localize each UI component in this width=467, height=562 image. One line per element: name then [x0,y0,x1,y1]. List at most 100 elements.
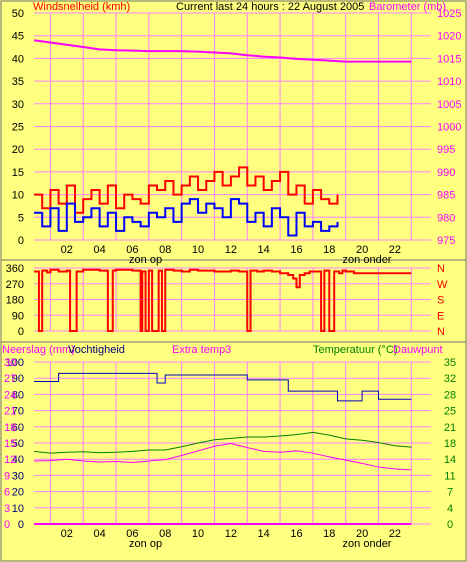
p1-y2-tick-985: 985 [437,190,455,202]
p3-x-tick-18: 18 [323,528,335,540]
temperature-axis-title: Temperatuur (°C) [313,344,397,356]
p1-x-tick-20: 20 [356,244,368,256]
p2-y-tick-360: 360 [6,263,24,275]
p1-y-tick-5: 5 [18,212,24,224]
p3-y-tick-70: 70 [12,406,24,418]
p3-y-tick-80: 80 [12,389,24,401]
p2-compass-3: W [437,279,448,291]
p2-compass-0: N [437,326,445,338]
p3-y-tick-10: 10 [12,503,24,515]
extra-temp-title: Extra temp3 [172,344,231,356]
p1-y2-tick-990: 990 [437,167,455,179]
p3-y2-tick-9: 32 [444,373,456,385]
p3-y-tick-60: 60 [12,422,24,434]
p1-y2-tick-1015: 1015 [437,53,461,65]
p1-x-tick-22: 22 [389,244,401,256]
p3-x-tick-02: 02 [61,528,73,540]
p1-y-tick-25: 25 [12,122,24,134]
p3-y2-tick-5: 18 [444,438,456,450]
panel1-header: Windsnelheid (kmh) Current last 24 hours… [33,1,446,13]
p1-x-tick-08: 08 [159,244,171,256]
humidity-axis-title: Vochtigheid [68,344,125,356]
p3-sunrise-label: zon op [129,538,162,550]
p1-y-tick-35: 35 [12,76,24,88]
p3-y2-tick-10: 35 [444,357,456,369]
p1-x-tick-12: 12 [225,244,237,256]
p1-y2-tick-1000: 1000 [437,122,461,134]
p1-y2-tick-980: 980 [437,212,455,224]
p1-x-tick-16: 16 [290,244,302,256]
p3-x-tick-14: 14 [258,528,270,540]
p1-y-tick-15: 15 [12,167,24,179]
chart-title: Current last 24 hours : 22 August 2005 [176,1,364,13]
p1-sunset-label: zon onder [343,254,392,266]
p2-y-tick-180: 180 [6,295,24,307]
grid-layer [34,12,431,525]
p1-x-tick-06: 06 [126,244,138,256]
p3-x-tick-12: 12 [225,528,237,540]
p2-compass-1: E [437,310,444,322]
p3-x-tick-22: 22 [389,528,401,540]
p3-y2-tick-2: 7 [447,487,453,499]
p1-y-tick-50: 50 [12,8,24,20]
p3-y2-tick-8: 28 [444,389,456,401]
p3-x-tick-08: 08 [159,528,171,540]
p3-rain-tick-30: 30 [4,357,16,369]
p3-y2-tick-1: 4 [447,503,453,515]
p3-y2-tick-7: 25 [444,406,456,418]
p3-x-tick-04: 04 [93,528,105,540]
wind-avg-line [34,198,339,237]
p3-x-tick-20: 20 [356,528,368,540]
p2-y-tick-0: 0 [18,326,24,338]
p1-y2-tick-975: 975 [437,235,455,247]
p1-x-tick-14: 14 [258,244,270,256]
rain-axis-title: Neerslag (mm) [2,344,75,356]
p3-rain-tick-21: 21 [4,406,16,418]
wind-axis-title: Windsnelheid (kmh) [33,1,130,13]
p1-sunrise-label: zon op [129,254,162,266]
wind-direction-line [34,268,412,332]
p3-rain-tick-0: 0 [4,519,10,531]
p3-x-tick-10: 10 [192,528,204,540]
p2-compass-4: N [437,263,445,275]
p1-y-tick-0: 0 [18,235,24,247]
p3-rain-tick-18: 18 [4,422,16,434]
p3-rain-tick-3: 3 [4,503,10,515]
temperature-line [33,431,412,454]
p3-y2-tick-6: 21 [444,422,456,434]
p1-y2-tick-1020: 1020 [437,31,461,43]
axis-layer: 0510152025303540455097598098599099510001… [4,8,461,550]
p2-y-tick-90: 90 [12,310,24,322]
p3-y-tick-90: 90 [12,373,24,385]
p3-x-tick-16: 16 [290,528,302,540]
p3-y-tick-0: 0 [18,519,24,531]
p3-x-tick-06: 06 [126,528,138,540]
p3-rain-tick-12: 12 [4,454,16,466]
p3-rain-tick-9: 9 [4,470,10,482]
p3-sunset-label: zon onder [343,538,392,550]
p3-y2-tick-3: 11 [444,470,455,482]
p1-x-tick-02: 02 [61,244,73,256]
series-layer [33,39,412,525]
p1-x-tick-18: 18 [323,244,335,256]
p1-x-tick-04: 04 [93,244,105,256]
p1-y2-tick-1025: 1025 [437,8,461,20]
humidity-line [34,372,412,402]
p3-y-tick-20: 20 [12,487,24,499]
p1-x-tick-10: 10 [192,244,204,256]
p3-y-tick-50: 50 [12,438,24,450]
p3-y-tick-100: 100 [6,357,24,369]
p1-y-tick-10: 10 [12,190,24,202]
p1-y-tick-40: 40 [12,53,24,65]
panel3-header: Neerslag (mm) Vochtigheid Extra temp3 Te… [2,344,443,356]
p2-y-tick-270: 270 [6,279,24,291]
p2-compass-2: S [437,295,444,307]
p3-rain-tick-15: 15 [4,438,16,450]
p3-y-tick-40: 40 [12,454,24,466]
p1-y2-tick-995: 995 [437,144,455,156]
p1-y2-tick-1005: 1005 [437,99,461,111]
dewpoint-axis-title: Dauwpunt [393,344,443,356]
